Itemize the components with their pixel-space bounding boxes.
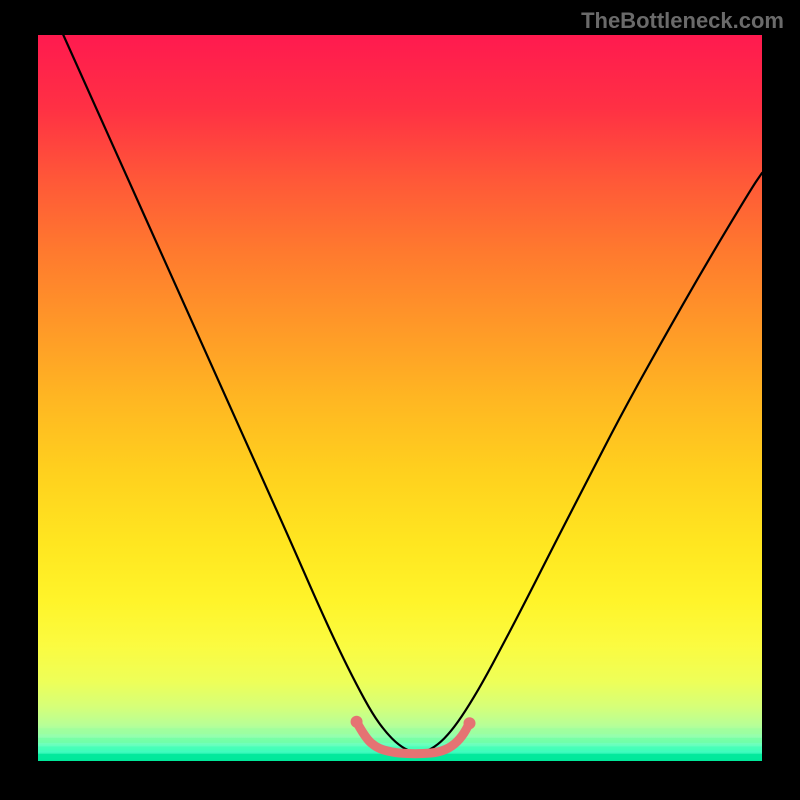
chart-container: TheBottleneck.com bbox=[0, 0, 800, 800]
plot-svg bbox=[38, 35, 762, 761]
plot-area bbox=[38, 35, 762, 761]
watermark-text: TheBottleneck.com bbox=[581, 8, 784, 34]
